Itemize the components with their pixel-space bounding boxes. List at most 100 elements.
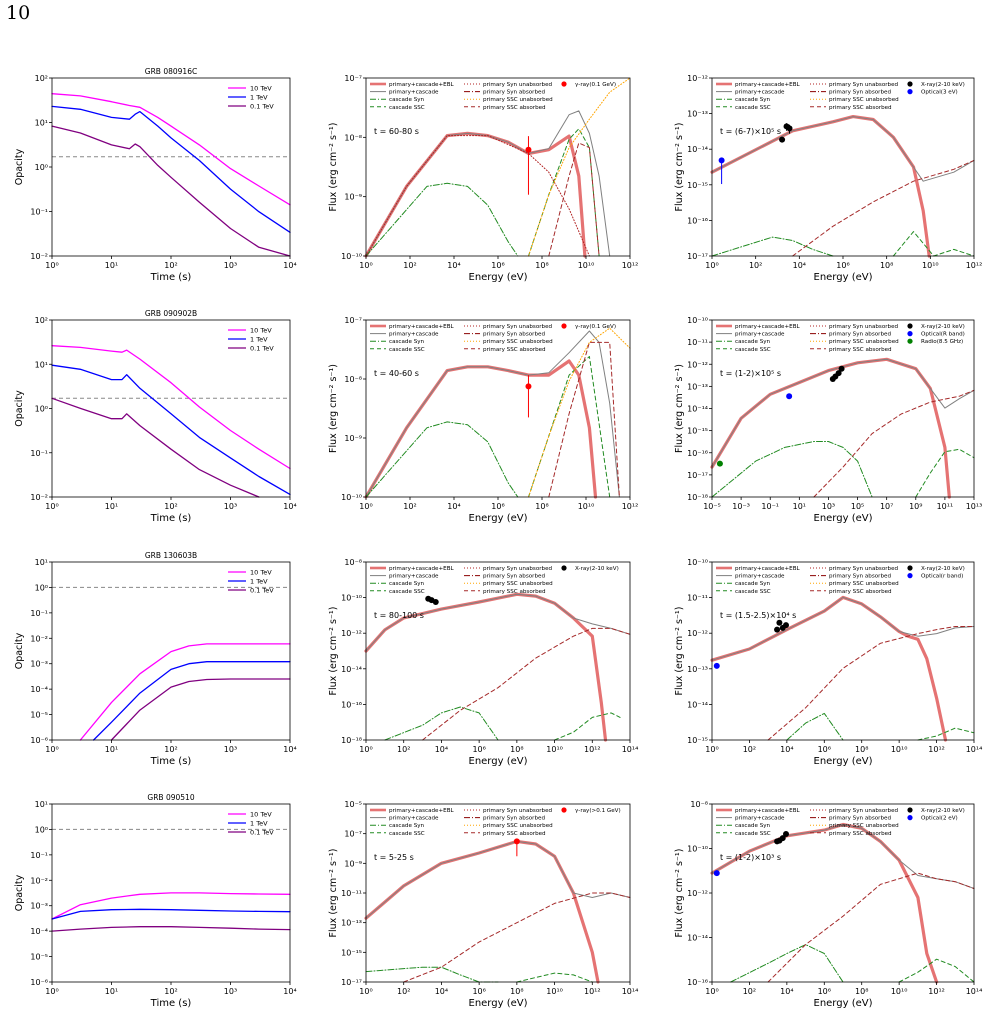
legend-label: primary SSC absorbed xyxy=(829,105,892,111)
data-point xyxy=(783,830,790,837)
x-tick-label: 10³ xyxy=(224,502,237,511)
x-tick-label: 10⁰ xyxy=(705,745,718,754)
x-tick-label: 10⁵ xyxy=(851,502,864,511)
y-tick-label: 10⁻⁵ xyxy=(30,953,48,962)
legend-label: Optical(r band) xyxy=(921,574,963,580)
legend-label: cascade Syn xyxy=(735,339,771,345)
series-line-primary-syn-unabsorbed xyxy=(365,135,590,257)
legend-label: primary Syn unabsorbed xyxy=(483,566,553,572)
chart-panel-3: 10⁰ 10² 10⁴ 10⁶ 10⁸ 10¹⁰ 10¹² 10⁻¹⁷ 10⁻¹⁶ 10⁻¹⁵ 10… xyxy=(674,74,982,283)
legend-label: primary Syn absorbed xyxy=(829,332,891,338)
x-tick-label: 10¹² xyxy=(928,987,945,996)
series-line-cascade-ssc xyxy=(898,958,975,983)
y-tick-label: 10⁻¹⁸ xyxy=(687,493,708,502)
x-tick-label: 10² xyxy=(743,745,756,754)
y-tick-label: 10⁻¹³ xyxy=(341,919,362,928)
y-tick-label: 10⁻⁷ xyxy=(344,316,362,325)
y-tick-label: 10⁻¹⁰ xyxy=(341,594,362,603)
legend-label: primary+cascade+EBL xyxy=(389,808,455,814)
legend-marker xyxy=(561,323,567,329)
series-line-0-1-tev xyxy=(51,397,260,498)
y-tick-label: 10⁻¹⁰ xyxy=(687,558,708,567)
x-tick-label: 10⁰ xyxy=(359,987,372,996)
chart-panel-11: 10⁰ 10² 10⁴ 10⁶ 10⁸ 10¹⁰ 10¹² 10¹⁴ 10⁻¹⁷ 10⁻¹⁵ 10⁻… xyxy=(328,800,638,1009)
legend-label: primary Syn unabsorbed xyxy=(829,808,899,814)
y-tick-label: 10² xyxy=(35,316,48,325)
series-line-0-1-tev xyxy=(110,678,291,741)
plot-frame xyxy=(711,561,975,741)
time-annotation: t = (6-7)×10⁵ s xyxy=(720,127,781,136)
series-line-cascade-ssc xyxy=(892,231,975,257)
x-tick-label: 10⁴ xyxy=(283,987,296,996)
time-annotation: t = (1-2)×10⁵ s xyxy=(720,369,781,378)
legend-label: cascade SSC xyxy=(389,105,425,111)
x-tick-label: 10⁰ xyxy=(359,745,372,754)
x-tick-label: 10¹ xyxy=(105,987,118,996)
chart-panel-8: 10⁰ 10² 10⁴ 10⁶ 10⁸ 10¹⁰ 10¹² 10¹⁴ 10⁻¹⁸ 10⁻¹⁶ 10⁻… xyxy=(328,558,638,767)
x-tick-label: 10¹² xyxy=(928,745,945,754)
x-tick-label: 10¹¹ xyxy=(937,502,954,511)
legend-label: cascade Syn xyxy=(389,97,425,103)
chart-panel-9: 10⁰ 10² 10⁴ 10⁶ 10⁸ 10¹⁰ 10¹² 10¹⁴ 10⁻¹⁵ 10⁻¹⁴ 10⁻… xyxy=(674,558,982,767)
y-axis-label: Flux (erg cm⁻² s⁻¹) xyxy=(328,607,339,696)
chart-panel-6: 10⁻⁵ 10⁻³ 10⁻¹ 10¹ 10³ 10⁵ 10⁷ 10⁹ 10¹¹ 10¹³ 10⁻¹⁸… xyxy=(674,316,982,524)
x-tick-label: 10⁰ xyxy=(45,502,58,511)
series-line-cascade-syn xyxy=(365,421,519,498)
data-point xyxy=(776,619,783,626)
legend-label: primary Syn absorbed xyxy=(829,816,891,822)
x-tick-label: 10¹ xyxy=(105,745,118,754)
legend-label: primary+cascade xyxy=(389,90,439,96)
legend-label: primary SSC unabsorbed xyxy=(829,97,899,103)
x-axis-label: Energy (eV) xyxy=(469,513,528,524)
y-axis-label: Flux (erg cm⁻² s⁻¹) xyxy=(328,849,339,938)
x-tick-label: 10⁸ xyxy=(855,745,868,754)
legend-label: γ-ray(0.1 GeV) xyxy=(575,324,616,330)
legend-label: primary SSC unabsorbed xyxy=(829,823,899,829)
y-tick-label: 10⁰ xyxy=(35,405,48,414)
series-line-cascade-syn xyxy=(786,712,844,741)
time-annotation: t = (1.5-2.5)×10⁴ s xyxy=(720,611,796,620)
y-tick-label: 10⁻⁹ xyxy=(344,859,362,868)
y-tick-label: 10⁻² xyxy=(30,876,48,885)
x-tick-label: 10² xyxy=(164,502,177,511)
y-tick-label: 10⁰ xyxy=(35,825,48,834)
legend-label: primary SSC unabsorbed xyxy=(829,339,899,345)
x-tick-label: 10⁶ xyxy=(491,502,504,511)
y-axis-label: Flux (erg cm⁻² s⁻¹) xyxy=(328,123,339,212)
legend-marker xyxy=(907,807,913,813)
y-tick-label: 10⁻¹⁵ xyxy=(341,948,362,957)
legend-label: primary+cascade+EBL xyxy=(389,324,455,330)
x-tick-label: 10⁴ xyxy=(447,261,460,270)
chart-title: GRB 130603B xyxy=(145,551,197,560)
x-tick-label: 10² xyxy=(164,261,177,270)
x-tick-label: 10⁶ xyxy=(472,745,485,754)
y-tick-label: 10⁻¹³ xyxy=(687,110,708,119)
x-tick-label: 10⁴ xyxy=(447,502,460,511)
legend-label: primary+cascade xyxy=(735,574,785,580)
y-tick-label: 10⁻⁷ xyxy=(344,830,362,839)
legend-label: primary+cascade+EBL xyxy=(735,808,801,814)
legend-label: cascade SSC xyxy=(389,347,425,353)
legend-label: primary SSC absorbed xyxy=(483,105,546,111)
y-tick-label: 10⁻¹² xyxy=(687,629,708,638)
series-line-cascade-syn xyxy=(711,441,873,498)
chart-panel-10: 10⁰ 10¹ 10² 10³ 10⁴ 10⁻⁶ 10⁻⁵ 10⁻⁴ 10⁻³ 10⁻² 10⁻¹ 1… xyxy=(14,793,297,1009)
x-tick-label: 10² xyxy=(164,987,177,996)
legend-label: cascade SSC xyxy=(735,105,771,111)
legend-label: primary SSC absorbed xyxy=(483,589,546,595)
series-line-10-tev xyxy=(51,345,291,470)
y-axis-label: Flux (erg cm⁻² s⁻¹) xyxy=(674,607,685,696)
series-line-cascade-ssc xyxy=(528,128,600,257)
legend-label: 0.1 TeV xyxy=(250,345,274,353)
chart-panel-12: 10⁰ 10² 10⁴ 10⁶ 10⁸ 10¹⁰ 10¹² 10¹⁴ 10⁻¹⁶ 10⁻¹⁴ 10⁻… xyxy=(674,800,982,1009)
y-tick-label: 10⁻¹⁷ xyxy=(687,471,708,480)
x-tick-label: 10¹² xyxy=(584,745,601,754)
x-tick-label: 10¹⁴ xyxy=(966,987,983,996)
y-tick-label: 10¹ xyxy=(35,360,48,369)
series-line-cascade-syn xyxy=(384,706,499,741)
data-point xyxy=(713,870,720,877)
x-tick-label: 10⁰ xyxy=(45,987,58,996)
series-line-10-tev xyxy=(51,93,291,206)
series-line-primary-cascade xyxy=(711,358,975,468)
series-line-1-tev xyxy=(92,661,291,741)
